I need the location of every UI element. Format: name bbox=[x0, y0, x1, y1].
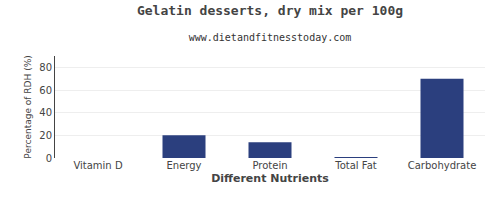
svg-text:60: 60 bbox=[39, 85, 52, 96]
svg-text:www.dietandfitnesstoday.com: www.dietandfitnesstoday.com bbox=[189, 32, 352, 43]
svg-text:Energy: Energy bbox=[166, 160, 201, 171]
svg-text:0: 0 bbox=[46, 153, 52, 164]
svg-text:Carbohydrate: Carbohydrate bbox=[408, 160, 477, 171]
svg-text:20: 20 bbox=[39, 130, 52, 141]
svg-text:Protein: Protein bbox=[252, 160, 287, 171]
svg-text:Percentage of RDH (%): Percentage of RDH (%) bbox=[23, 55, 33, 158]
svg-text:Gelatin desserts, dry mix per: Gelatin desserts, dry mix per 100g bbox=[137, 3, 403, 18]
svg-text:40: 40 bbox=[39, 107, 52, 118]
svg-text:Total Fat: Total Fat bbox=[334, 160, 376, 171]
svg-text:80: 80 bbox=[39, 62, 52, 73]
svg-text:Different Nutrients: Different Nutrients bbox=[211, 172, 329, 185]
svg-text:Vitamin D: Vitamin D bbox=[73, 160, 122, 171]
